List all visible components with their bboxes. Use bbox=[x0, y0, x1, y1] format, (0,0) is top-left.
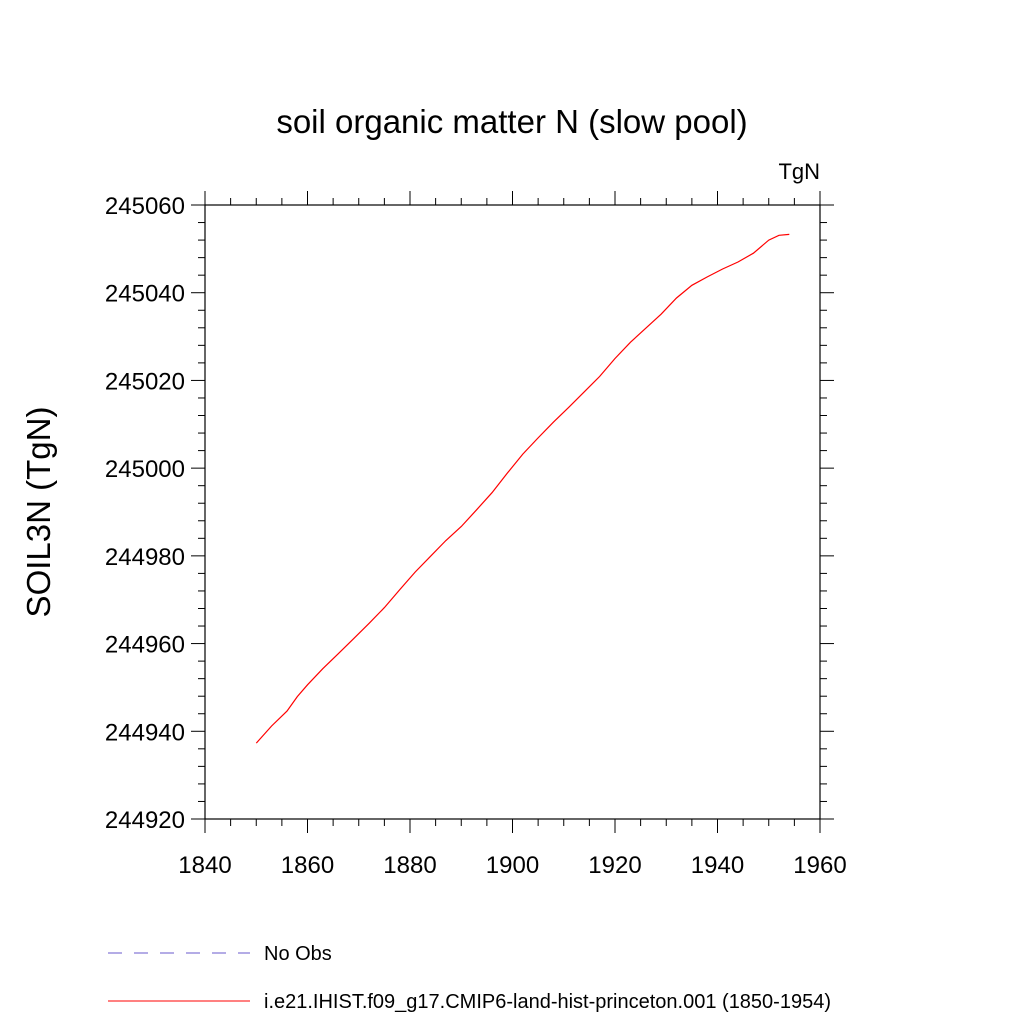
x-tick-label: 1840 bbox=[178, 852, 231, 879]
x-tick-label: 1940 bbox=[691, 852, 744, 879]
series-line bbox=[255, 233, 790, 744]
y-tick-label: 245000 bbox=[105, 456, 185, 483]
series-layer bbox=[255, 233, 790, 744]
chart-title: soil organic matter N (slow pool) bbox=[276, 103, 747, 140]
y-tick-label: 244980 bbox=[105, 544, 185, 571]
x-tick-label: 1900 bbox=[486, 852, 539, 879]
y-tick-label: 245040 bbox=[105, 281, 185, 308]
legend-label: No Obs bbox=[264, 943, 332, 965]
units-label: TgN bbox=[778, 159, 820, 184]
y-axis-label: SOIL3N (TgN) bbox=[20, 407, 57, 618]
axis-ticks: 1840 1860 1880 1900 1920 1940 1960 244920 244940… bbox=[105, 191, 847, 879]
y-tick-label: 244960 bbox=[105, 632, 185, 659]
y-tick-label: 245060 bbox=[105, 193, 185, 220]
x-tick-label: 1960 bbox=[793, 852, 846, 879]
x-tick-label: 1920 bbox=[588, 852, 641, 879]
x-tick-label: 1860 bbox=[281, 852, 334, 879]
legend-label: i.e21.IHIST.f09_g17.CMIP6-land-hist-prin… bbox=[264, 991, 831, 1013]
y-tick-label: 244940 bbox=[105, 719, 185, 746]
x-tick-label: 1880 bbox=[383, 852, 436, 879]
legend: No Obs i.e21.IHIST.f09_g17.CMIP6-land-his… bbox=[108, 943, 831, 1013]
plot-frame bbox=[204, 204, 821, 820]
y-tick-label: 244920 bbox=[105, 807, 185, 834]
y-tick-label: 245020 bbox=[105, 368, 185, 395]
